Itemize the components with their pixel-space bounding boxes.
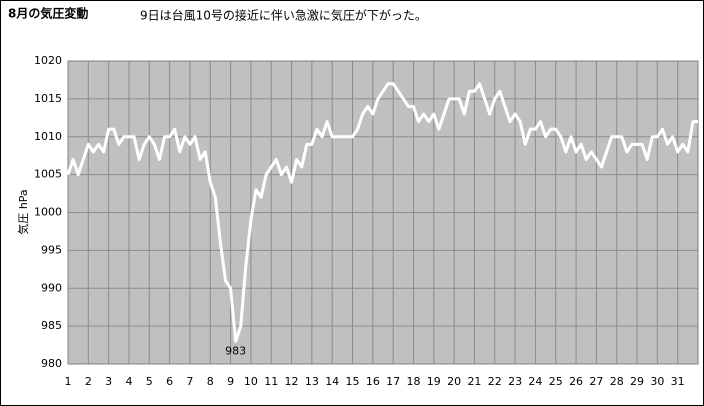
y-tick-label: 985	[41, 319, 62, 332]
y-tick-label: 995	[41, 243, 62, 256]
annotation: 983	[225, 344, 246, 357]
y-axis-label: 気圧 hPa	[16, 189, 30, 234]
line	[66, 82, 698, 343]
x-tick-label: 22	[488, 375, 502, 388]
x-tick-label: 19	[427, 375, 441, 388]
x-tick-label: 15	[346, 375, 360, 388]
x-tick-label: 20	[447, 375, 461, 388]
x-tick-label: 5	[146, 375, 153, 388]
x-tick-label: 16	[366, 375, 380, 388]
y-tick-label: 1005	[34, 168, 62, 181]
x-tick-label: 14	[325, 375, 339, 388]
x-tick-label: 10	[244, 375, 258, 388]
x-tick-label: 30	[650, 375, 664, 388]
chart-title: 8月の気圧変動	[8, 6, 88, 21]
x-tick-label: 1	[65, 375, 72, 388]
x-tick-label: 29	[630, 375, 644, 388]
x-tick-label: 6	[166, 375, 173, 388]
x-tick-label: 26	[569, 375, 583, 388]
x-tick-label: 28	[610, 375, 624, 388]
x-tick-label: 2	[85, 375, 92, 388]
x-tick-label: 25	[549, 375, 563, 388]
x-tick-label: 24	[528, 375, 542, 388]
y-tick-label: 980	[41, 357, 62, 370]
x-tick-label: 18	[406, 375, 420, 388]
x-tick-label: 31	[671, 375, 685, 388]
y-tick-label: 1000	[34, 206, 62, 219]
plot-border	[67, 60, 699, 365]
y-tick-label: 1015	[34, 92, 62, 105]
x-tick-label: 9	[227, 375, 234, 388]
x-tick-label: 13	[305, 375, 319, 388]
x-tick-label: 7	[186, 375, 193, 388]
x-tick-label: 8	[207, 375, 214, 388]
x-tick-label: 12	[285, 375, 299, 388]
x-tick-label: 11	[264, 375, 278, 388]
x-tick-label: 21	[467, 375, 481, 388]
y-tick-label: 1020	[34, 54, 62, 67]
x-tick-label: 4	[125, 375, 132, 388]
x-tick-label: 27	[589, 375, 603, 388]
x-tick-label: 3	[105, 375, 112, 388]
x-tick-label: 17	[386, 375, 400, 388]
y-tick-label: 1010	[34, 130, 62, 143]
x-tick-label: 23	[508, 375, 522, 388]
y-tick-label: 990	[41, 281, 62, 294]
chart-subtitle: 9日は台風10号の接近に伴い急激に気圧が下がった。	[140, 8, 427, 23]
